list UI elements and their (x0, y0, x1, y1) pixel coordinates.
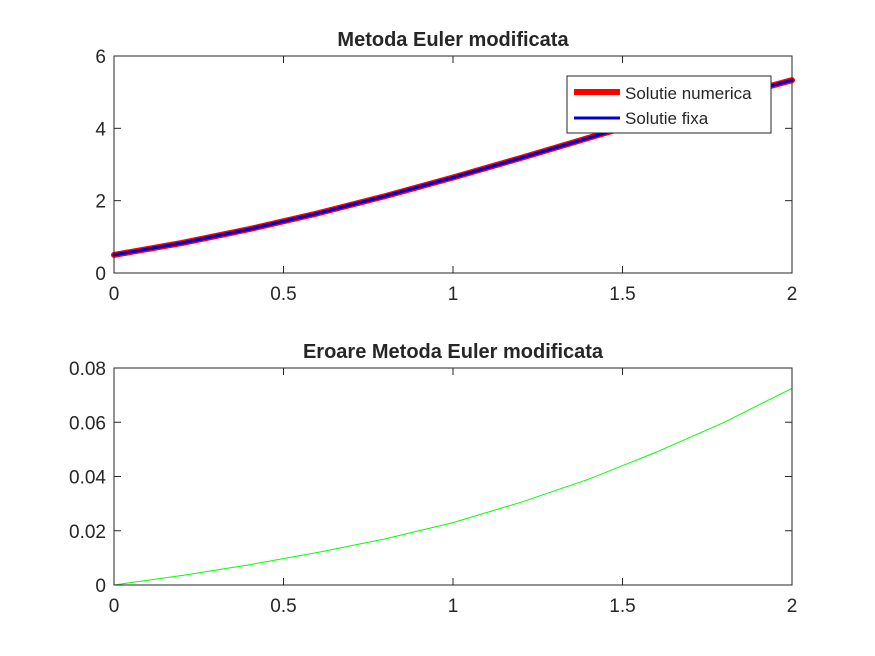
bottom-plot-y-tick-label: 0 (95, 576, 106, 597)
legend-label-solutie-numerica: Solutie numerica (625, 84, 752, 103)
top-plot-x-tick-label: 0 (109, 284, 120, 305)
top-plot-legend: Solutie numerica Solutie fixa (566, 75, 772, 134)
bottom-plot-area (114, 368, 792, 585)
bottom-plot: Eroare Metoda Euler modificata 0 0.5 1 1.5 2… (69, 341, 797, 617)
bottom-plot-title: Eroare Metoda Euler modificata (303, 341, 604, 363)
bottom-plot-y-tick-label: 0.02 (69, 522, 106, 543)
bottom-plot-x-tick-label: 0 (109, 596, 120, 617)
bottom-plot-x-tick-label: 0.5 (270, 596, 296, 617)
bottom-plot-x-tick-label: 1 (448, 596, 459, 617)
top-plot-x-tick-label: 2 (787, 284, 798, 305)
bottom-plot-line-series-0 (113, 387, 793, 586)
top-plot-title: Metoda Euler modificata (337, 29, 569, 51)
top-plot-x-tick-label: 1 (448, 284, 459, 305)
top-plot-y-tick-label: 6 (95, 47, 106, 68)
top-plot-y-tick-label: 0 (95, 264, 106, 285)
top-plot-y-tick-label: 2 (95, 192, 106, 213)
bottom-plot-x-tick-label: 1.5 (609, 596, 635, 617)
bottom-plot-x-tick-label: 2 (787, 596, 798, 617)
top-plot-y-ticks: 0 2 4 6 (95, 47, 792, 285)
bottom-plot-y-ticks: 0 0.02 0.04 0.06 0.08 (69, 359, 792, 597)
bottom-plot-y-tick-label: 0.04 (69, 468, 106, 489)
top-plot-y-tick-label: 4 (95, 119, 106, 140)
top-plot: Metoda Euler modificata 0 0.5 1 1.5 2 0 2 4 6 S… (95, 29, 797, 305)
legend-label-solutie-fixa: Solutie fixa (625, 109, 709, 128)
top-plot-x-tick-label: 1.5 (609, 284, 635, 305)
bottom-plot-y-tick-label: 0.08 (69, 359, 106, 380)
top-plot-x-tick-label: 0.5 (270, 284, 296, 305)
top-plot-x-ticks: 0 0.5 1 1.5 2 (109, 56, 798, 305)
bottom-plot-series-group (113, 387, 793, 586)
bottom-plot-x-ticks: 0 0.5 1 1.5 2 (109, 368, 798, 617)
bottom-plot-y-tick-label: 0.06 (69, 413, 106, 434)
legend-box (566, 75, 772, 134)
